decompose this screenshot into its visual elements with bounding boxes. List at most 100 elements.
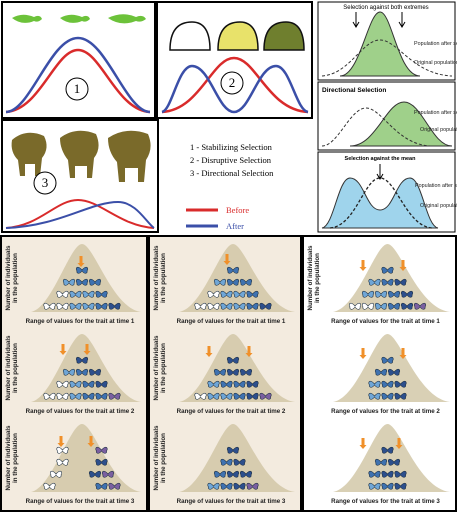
wing [56, 302, 69, 310]
after-curve [349, 101, 453, 147]
wing [49, 470, 63, 478]
wing [207, 482, 220, 490]
wing [361, 302, 375, 310]
butterfly [368, 392, 381, 400]
butterfly [361, 290, 375, 298]
butterfly [88, 470, 102, 478]
wing [95, 458, 108, 466]
before-curve [5, 198, 155, 229]
wing [381, 446, 394, 454]
butterfly [246, 380, 259, 388]
wing [374, 368, 388, 376]
butterfly [88, 368, 102, 376]
butterfly [56, 290, 69, 298]
butterfly [413, 302, 427, 310]
wing [368, 392, 381, 400]
wing [246, 290, 259, 298]
y-axis-label: in the population [160, 253, 167, 303]
y-axis-label: in the population [160, 433, 167, 483]
wing [394, 380, 407, 388]
wing [381, 392, 394, 400]
original-label: Original population [420, 127, 457, 133]
wing [194, 302, 207, 310]
butterfly [233, 302, 246, 310]
graph-title: Selection against the mean [345, 156, 417, 162]
wing [62, 368, 76, 376]
wing [56, 290, 69, 298]
wing [374, 458, 388, 466]
wing [259, 392, 272, 400]
wing [233, 302, 246, 310]
y-axis-label: in the population [12, 253, 19, 303]
original-curve [321, 107, 431, 147]
wing [95, 302, 108, 310]
after-curve [321, 177, 439, 229]
wing [62, 278, 76, 286]
graph-title: Selection against both extremes [343, 5, 428, 11]
y-axis-label: Number of individuals [307, 245, 314, 311]
butterfly [95, 458, 108, 466]
wing [220, 458, 233, 466]
wing [226, 278, 240, 286]
wing [226, 446, 240, 454]
butterfly [88, 278, 102, 286]
butterfly [233, 380, 246, 388]
orange-arrow [205, 346, 213, 357]
orange-arrow [83, 344, 91, 355]
panel-frame [156, 1, 313, 119]
after-curve [161, 64, 309, 114]
wing [82, 290, 95, 298]
wing [374, 302, 388, 310]
orange-arrow [359, 260, 367, 271]
wing [259, 302, 272, 310]
wing [368, 482, 381, 490]
butterfly [69, 302, 82, 310]
butterfly [220, 302, 233, 310]
wing [194, 392, 207, 400]
wing [381, 380, 394, 388]
butterfly [75, 356, 89, 364]
after-curve [339, 11, 421, 77]
distribution-hill [179, 424, 295, 492]
butterfly [75, 368, 89, 376]
butterfly [381, 470, 394, 478]
orange-arrow [245, 346, 253, 357]
butterfly [381, 446, 394, 454]
wing [233, 482, 246, 490]
wing [246, 302, 259, 310]
wing [220, 482, 233, 490]
butterfly [368, 482, 381, 490]
before-curve [5, 48, 151, 114]
wing [75, 368, 89, 376]
wing [108, 482, 121, 490]
butterfly [43, 482, 56, 490]
butterfly [394, 470, 407, 478]
after-curve [5, 36, 151, 114]
orange-arrow [395, 438, 403, 449]
wing [233, 380, 246, 388]
wing [226, 356, 240, 364]
y-axis-label: Number of individuals [153, 335, 160, 401]
legend-item: 1 - Stabilizing Selection [190, 142, 273, 152]
butterfly [381, 356, 394, 364]
x-axis-label: Range of values for the trait at time 2 [26, 408, 135, 415]
butterfly [194, 392, 207, 400]
wing [220, 302, 233, 310]
wing [246, 380, 259, 388]
after-label: Population after selection [414, 41, 457, 47]
butterfly [82, 392, 95, 400]
shells [169, 21, 305, 51]
x-axis-label: Range of values for the trait at time 2 [331, 408, 440, 415]
wing [56, 458, 69, 466]
number-circle [220, 71, 244, 95]
butterfly [101, 470, 115, 478]
wing [75, 356, 89, 364]
butterfly [220, 458, 233, 466]
wing [95, 392, 108, 400]
butterfly [374, 368, 388, 376]
butterfly [69, 290, 82, 298]
wing [387, 458, 401, 466]
butterfly [95, 302, 108, 310]
butterfly [220, 392, 233, 400]
